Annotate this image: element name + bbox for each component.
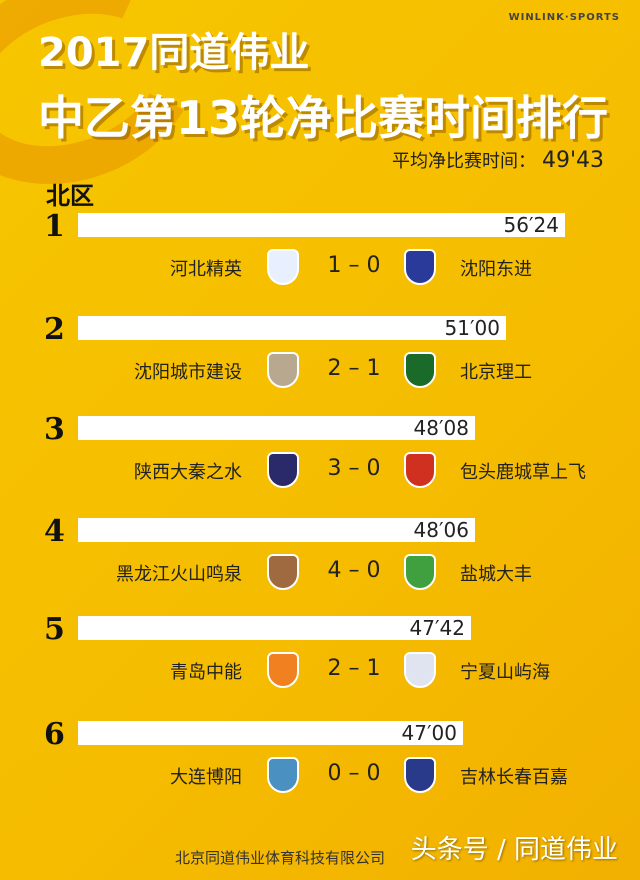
home-team-logo-icon <box>267 249 299 285</box>
time-label: 47′00 <box>401 721 457 745</box>
score: 1 – 0 <box>327 253 381 278</box>
rank-number: 3 <box>44 412 65 447</box>
rank-number: 5 <box>44 612 65 647</box>
match: 河北精英 1 – 0 沈阳东进 <box>0 247 640 287</box>
title-line1: 2017同道伟业 <box>38 30 310 76</box>
ranking-row: 6 47′00 大连博阳 0 – 0 吉林长春百嘉 <box>0 717 640 821</box>
away-team: 北京理工 <box>460 362 532 383</box>
rank-number: 1 <box>44 209 65 244</box>
rank-number: 6 <box>44 717 65 752</box>
home-team-logo-icon <box>267 554 299 590</box>
time-label: 56′24 <box>503 213 559 237</box>
average-time: 平均净比赛时间： 49'43 <box>392 147 604 173</box>
away-team-logo-icon <box>404 554 436 590</box>
away-team: 沈阳东进 <box>460 259 532 280</box>
home-team: 沈阳城市建设 <box>134 362 242 383</box>
score: 2 – 1 <box>327 656 381 681</box>
away-team: 包头鹿城草上飞 <box>460 462 586 483</box>
home-team: 陕西大秦之水 <box>134 462 242 483</box>
home-team: 河北精英 <box>170 259 242 280</box>
match: 陕西大秦之水 3 – 0 包头鹿城草上飞 <box>0 450 640 490</box>
ranking-row: 1 56′24 河北精英 1 – 0 沈阳东进 <box>0 209 640 313</box>
match: 沈阳城市建设 2 – 1 北京理工 <box>0 350 640 390</box>
ranking-row: 3 48′08 陕西大秦之水 3 – 0 包头鹿城草上飞 <box>0 412 640 516</box>
away-team: 吉林长春百嘉 <box>460 767 568 788</box>
away-team-logo-icon <box>404 352 436 388</box>
time-label: 47′42 <box>409 616 465 640</box>
score: 4 – 0 <box>327 558 381 583</box>
footer-company: 北京同道伟业体育科技有限公司 <box>175 849 386 867</box>
average-value: 49'43 <box>541 148 604 173</box>
average-label: 平均净比赛时间： <box>391 151 536 172</box>
rank-number: 2 <box>44 312 65 347</box>
home-team-logo-icon <box>267 757 299 793</box>
match: 青岛中能 2 – 1 宁夏山屿海 <box>0 650 640 690</box>
time-label: 48′06 <box>413 518 469 542</box>
home-team-logo-icon <box>267 452 299 488</box>
away-team-logo-icon <box>404 757 436 793</box>
watermark: 头条号 / 同道伟业 <box>410 835 618 865</box>
away-team-logo-icon <box>404 249 436 285</box>
time-bar: 48′08 <box>78 416 475 440</box>
away-team: 宁夏山屿海 <box>460 662 550 683</box>
time-bar: 47′42 <box>78 616 471 640</box>
home-team: 青岛中能 <box>170 662 242 683</box>
rank-number: 4 <box>44 514 65 549</box>
brand-logo-text: WINLINK·SPORTS <box>508 12 620 23</box>
time-bar: 56′24 <box>78 213 565 237</box>
score: 2 – 1 <box>327 356 381 381</box>
home-team-logo-icon <box>267 352 299 388</box>
time-bar: 48′06 <box>78 518 475 542</box>
match: 黑龙江火山鸣泉 4 – 0 盐城大丰 <box>0 552 640 592</box>
home-team: 大连博阳 <box>170 767 242 788</box>
ranking-row: 4 48′06 黑龙江火山鸣泉 4 – 0 盐城大丰 <box>0 514 640 618</box>
time-label: 51′00 <box>444 316 500 340</box>
zone-heading: 北区 <box>46 182 94 210</box>
time-label: 48′08 <box>413 416 469 440</box>
time-bar: 47′00 <box>78 721 463 745</box>
score: 0 – 0 <box>327 761 381 786</box>
time-bar: 51′00 <box>78 316 506 340</box>
ranking-row: 5 47′42 青岛中能 2 – 1 宁夏山屿海 <box>0 612 640 716</box>
home-team-logo-icon <box>267 652 299 688</box>
home-team: 黑龙江火山鸣泉 <box>116 564 242 585</box>
away-team-logo-icon <box>404 452 436 488</box>
ranking-row: 2 51′00 沈阳城市建设 2 – 1 北京理工 <box>0 312 640 416</box>
away-team-logo-icon <box>404 652 436 688</box>
title-line2: 中乙第13轮净比赛时间排行 <box>38 91 609 145</box>
away-team: 盐城大丰 <box>460 564 532 585</box>
score: 3 – 0 <box>327 456 381 481</box>
match: 大连博阳 0 – 0 吉林长春百嘉 <box>0 755 640 795</box>
